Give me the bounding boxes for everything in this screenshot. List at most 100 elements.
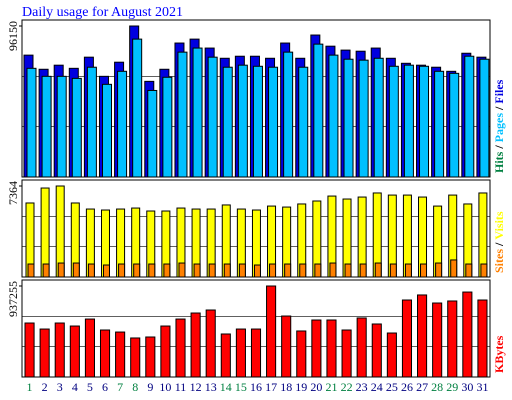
bar xyxy=(371,323,382,378)
bar xyxy=(417,294,428,378)
bar xyxy=(238,263,246,278)
bar xyxy=(162,76,173,178)
bar xyxy=(434,70,445,178)
bar xyxy=(313,43,324,178)
x-tick-label: 4 xyxy=(72,380,78,394)
bar xyxy=(69,325,80,378)
bar xyxy=(419,65,430,178)
x-tick-label: 21 xyxy=(325,380,337,394)
bar xyxy=(102,264,110,278)
bar xyxy=(480,263,488,278)
x-tick-label: 3 xyxy=(57,380,63,394)
x-tick-label: 6 xyxy=(102,380,108,394)
bar xyxy=(133,263,141,278)
legend-entry: Sites xyxy=(492,249,506,273)
x-tick-label: 27 xyxy=(416,380,428,394)
bar xyxy=(190,312,201,378)
bar xyxy=(192,47,203,178)
bar xyxy=(432,302,443,378)
bar xyxy=(237,64,248,178)
bar xyxy=(235,328,246,378)
bar xyxy=(477,299,488,378)
bar xyxy=(118,263,126,278)
bar xyxy=(223,263,231,278)
bar xyxy=(268,66,279,178)
x-tick-label: 20 xyxy=(310,380,322,394)
bar xyxy=(147,89,158,178)
legend-entry: Visits xyxy=(492,211,506,240)
bar xyxy=(72,262,80,278)
bar xyxy=(386,332,397,378)
bar xyxy=(374,262,382,278)
bar xyxy=(86,66,97,178)
legend-separator: / xyxy=(492,106,506,111)
bar xyxy=(193,263,201,278)
bar xyxy=(177,51,188,178)
x-tick-label: 2 xyxy=(42,380,48,394)
bar xyxy=(464,55,475,178)
x-tick-label: 13 xyxy=(205,380,217,394)
bar xyxy=(447,300,458,378)
bar xyxy=(148,263,156,278)
bar xyxy=(178,262,186,278)
bar xyxy=(283,51,294,178)
x-tick-label: 14 xyxy=(220,380,232,394)
x-tick-label: 28 xyxy=(431,380,443,394)
legend: Hits/Pages/Files xyxy=(492,79,506,173)
x-tick-label: 24 xyxy=(371,380,383,394)
bar xyxy=(314,263,322,278)
x-tick-label: 30 xyxy=(461,380,473,394)
bar xyxy=(253,264,261,278)
x-tick-label: 7 xyxy=(117,380,123,394)
x-tick-label: 19 xyxy=(295,380,307,394)
y-tick-label: 7364 xyxy=(6,181,20,205)
bar xyxy=(401,299,413,378)
bar xyxy=(54,322,65,378)
x-tick-label: 1 xyxy=(27,380,33,394)
bar xyxy=(205,309,216,378)
x-tick-label: 31 xyxy=(476,380,488,394)
bar xyxy=(130,337,141,378)
bar xyxy=(208,263,216,278)
bar xyxy=(479,58,490,178)
bar xyxy=(269,263,277,278)
x-tick-label: 9 xyxy=(147,380,153,394)
bar xyxy=(27,263,35,278)
bar xyxy=(115,331,126,378)
bar xyxy=(326,319,337,378)
x-tick-label: 15 xyxy=(235,380,247,394)
bar xyxy=(344,263,352,278)
y-tick-label: 937255 xyxy=(6,281,20,317)
bar xyxy=(160,325,171,378)
bar xyxy=(175,318,186,378)
x-tick-label: 10 xyxy=(159,380,171,394)
x-tick-label: 11 xyxy=(175,380,187,394)
x-tick-label: 25 xyxy=(386,380,398,394)
bar xyxy=(359,263,367,278)
bar xyxy=(87,263,95,278)
bar xyxy=(299,263,307,278)
legend-entry: Hits xyxy=(492,151,506,173)
bar xyxy=(99,329,111,378)
bar xyxy=(220,333,231,378)
legend-separator: / xyxy=(492,145,506,150)
bar xyxy=(356,317,367,378)
bar xyxy=(42,263,50,278)
legend: KBytes xyxy=(492,335,506,373)
bar xyxy=(404,263,412,278)
bar xyxy=(117,70,128,178)
bar xyxy=(207,56,218,178)
bar xyxy=(56,75,67,178)
legend-entry: Pages xyxy=(492,113,506,143)
x-tick-label: 8 xyxy=(132,380,138,394)
bar xyxy=(388,65,399,178)
bar xyxy=(24,322,35,378)
bar xyxy=(462,291,473,378)
bar xyxy=(250,328,262,378)
bar xyxy=(373,57,384,178)
bar xyxy=(101,83,112,178)
bar xyxy=(296,330,307,378)
x-tick-label: 16 xyxy=(250,380,262,394)
bar xyxy=(284,263,292,278)
bar xyxy=(435,262,443,278)
